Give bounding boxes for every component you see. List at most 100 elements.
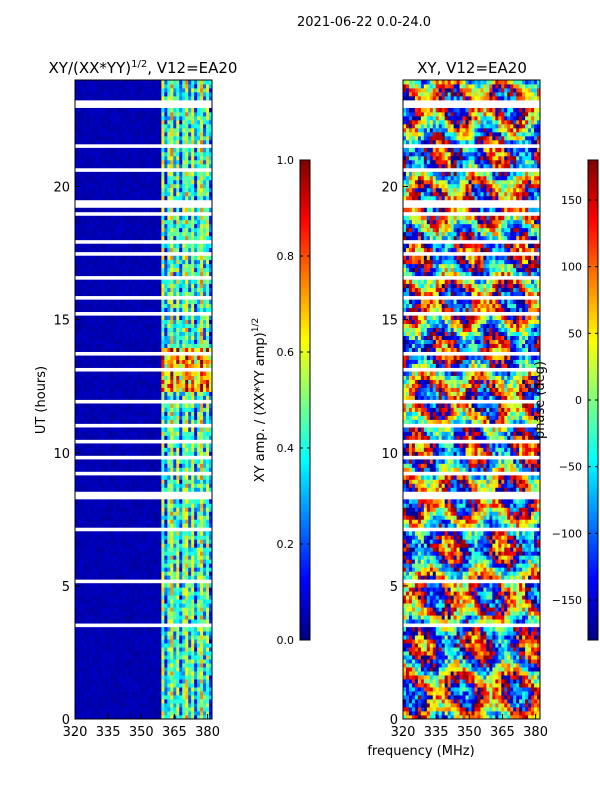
amplitude-cell — [92, 271, 97, 277]
amplitude-cell — [122, 263, 127, 269]
amplitude-cell — [95, 499, 100, 504]
amplitude-cell — [161, 391, 165, 396]
amplitude-cell — [134, 683, 138, 688]
amplitude-cell — [197, 231, 201, 237]
amplitude-cell — [152, 531, 156, 536]
amplitude-cell — [77, 287, 82, 293]
amplitude-cell — [131, 591, 135, 596]
amplitude-cell — [122, 255, 127, 261]
amplitude-cell — [98, 695, 103, 700]
amplitude-cell — [89, 223, 94, 229]
amplitude-cell — [206, 699, 210, 704]
amplitude-cell — [98, 531, 103, 536]
amplitude-cell — [116, 635, 121, 640]
amplitude-cell — [158, 403, 162, 408]
amplitude-cell — [98, 659, 103, 664]
amplitude-cell — [188, 531, 192, 536]
amplitude-cell — [206, 551, 210, 556]
amplitude-cell — [143, 627, 147, 632]
amplitude-cell — [122, 403, 127, 408]
amplitude-cell — [98, 331, 103, 336]
amplitude-cell — [75, 571, 79, 576]
amplitude-cell — [89, 643, 94, 648]
amplitude-cell — [89, 323, 94, 329]
amplitude-cell — [164, 343, 168, 348]
amplitude-cell — [140, 479, 144, 484]
amplitude-cell — [83, 307, 88, 313]
amplitude-cell — [95, 559, 100, 564]
amplitude-cell — [125, 391, 130, 396]
amplitude-cell — [107, 243, 112, 249]
amplitude-cell — [128, 651, 132, 656]
amplitude-cell — [77, 427, 82, 432]
amplitude-cell — [149, 467, 153, 472]
amplitude-cell — [75, 231, 79, 237]
amplitude-cell — [197, 387, 201, 392]
amplitude-cell — [77, 243, 82, 249]
amplitude-cell — [110, 543, 115, 548]
amplitude-cell — [107, 503, 112, 508]
amplitude-cell — [95, 459, 100, 464]
amplitude-cell — [140, 563, 144, 568]
amplitude-cell — [107, 427, 112, 432]
amplitude-cell — [200, 431, 204, 436]
amplitude-cell — [131, 375, 135, 380]
amplitude-cell — [185, 415, 189, 420]
amplitude-cell — [119, 647, 124, 652]
amplitude-cell — [206, 315, 210, 321]
amplitude-cell — [194, 415, 198, 420]
amplitude-cell — [149, 543, 153, 548]
amplitude-cell — [86, 515, 91, 520]
amplitude-cell — [140, 567, 144, 572]
amplitude-cell — [182, 603, 186, 608]
amplitude-cell — [158, 307, 162, 313]
amplitude-cell — [164, 255, 168, 261]
amplitude-cell — [107, 379, 112, 384]
amplitude-cell — [197, 431, 201, 436]
amplitude-cell — [128, 499, 132, 504]
amplitude-cell — [95, 451, 100, 456]
amplitude-cell — [158, 571, 162, 576]
amplitude-cell — [152, 435, 156, 440]
amplitude-cell — [164, 355, 168, 360]
amplitude-cell — [75, 279, 79, 285]
amplitude-cell — [116, 435, 121, 440]
amplitude-cell — [149, 435, 153, 440]
amplitude-cell — [98, 631, 103, 636]
amplitude-cell — [122, 479, 127, 484]
amplitude-cell — [113, 287, 118, 293]
amplitude-cell — [152, 503, 156, 508]
amplitude-cell — [92, 687, 97, 692]
amplitude-cell — [131, 499, 135, 504]
amplitude-cell — [116, 291, 121, 297]
amplitude-cell — [158, 279, 162, 285]
amplitude-cell — [119, 563, 124, 568]
amplitude-cell — [104, 263, 109, 269]
amplitude-cell — [89, 427, 94, 432]
amplitude-cell — [200, 679, 204, 684]
amplitude-cell — [107, 507, 112, 512]
amplitude-cell — [206, 599, 210, 604]
amplitude-cell — [185, 611, 189, 616]
amplitude-cell — [179, 363, 183, 368]
amplitude-cell — [122, 655, 127, 660]
amplitude-cell — [101, 695, 106, 700]
amplitude-cell — [89, 247, 94, 253]
amplitude-cell — [176, 675, 180, 680]
amplitude-cell — [95, 507, 100, 512]
amplitude-cell — [119, 403, 124, 408]
amplitude-cell — [182, 319, 186, 325]
amplitude-cell — [188, 235, 192, 241]
amplitude-cell — [182, 611, 186, 616]
amplitude-cell — [83, 671, 88, 676]
amplitude-cell — [80, 267, 85, 273]
amplitude-cell — [80, 675, 85, 680]
amplitude-cell — [143, 319, 147, 325]
amplitude-cell — [86, 671, 91, 676]
amplitude-cell — [191, 447, 195, 452]
amplitude-cell — [179, 635, 183, 640]
amplitude-cell — [122, 539, 127, 544]
amplitude-cell — [75, 687, 79, 692]
amplitude-cell — [158, 583, 162, 588]
amplitude-cell — [137, 631, 141, 636]
